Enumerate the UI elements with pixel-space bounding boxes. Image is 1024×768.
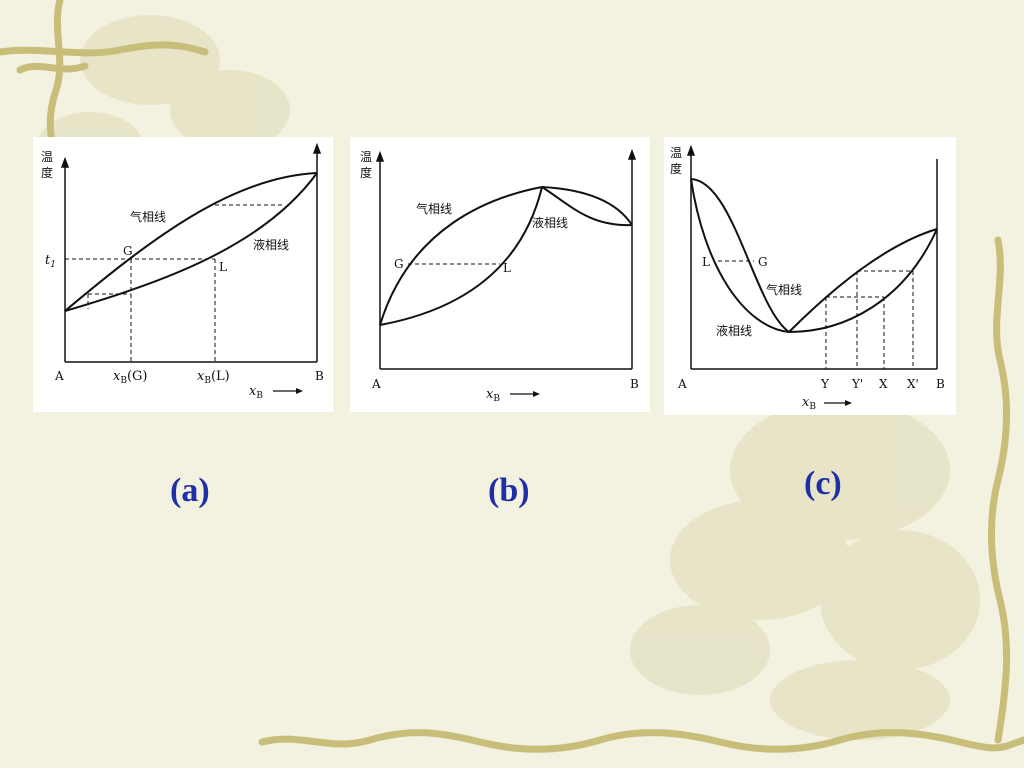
xb-axis-label: xB <box>249 384 263 401</box>
temp-label-2: 度 <box>41 165 53 180</box>
point-l: L <box>219 260 227 274</box>
diagram-b: 温 度 气相线 液相线 G L A B xB <box>360 148 639 404</box>
diagram-a-panel: 温 度 气相线 液相线 G L t1 A B xB(G) xB(L) xB <box>33 137 333 412</box>
diagram-c-panel: 温 度 L G 气相线 液相线 A B Y Y' X X' xB <box>664 137 956 415</box>
end-b: B <box>936 377 945 391</box>
liquid-line-label: 液相线 <box>532 215 568 230</box>
vapor-line-label: 气相线 <box>766 282 802 297</box>
vapor-curve <box>64 172 318 312</box>
caption-c: (c) <box>804 465 842 502</box>
liquid-curve-right <box>788 228 938 333</box>
xb-arrow-icon <box>296 388 303 394</box>
xb-axis-label: xB <box>802 395 816 412</box>
point-g: G <box>758 255 768 269</box>
temp-label-1: 温 <box>360 150 372 164</box>
xbl-label: xB(L) <box>197 369 230 386</box>
end-b: B <box>315 369 324 383</box>
end-a: A <box>54 369 64 383</box>
axis-arrow-right-icon <box>312 142 322 154</box>
xb-arrow-icon <box>533 391 540 397</box>
xb-axis-label: xB <box>486 387 500 404</box>
point-l: L <box>702 255 710 269</box>
vapor-line-label: 气相线 <box>416 201 452 216</box>
diagram-a: 温 度 气相线 液相线 G L t1 A B xB(G) xB(L) xB <box>41 142 324 401</box>
liquid-line-label: 液相线 <box>253 237 289 252</box>
diagram-c: 温 度 L G 气相线 液相线 A B Y Y' X X' xB <box>670 144 945 412</box>
vapor-curve-left <box>379 186 543 326</box>
point-l: L <box>503 261 511 275</box>
vapor-line-label: 气相线 <box>130 209 166 224</box>
temp-label-2: 度 <box>360 165 372 180</box>
end-b: B <box>630 377 639 391</box>
vapor-curve-right <box>788 228 938 333</box>
liquid-line-label: 液相线 <box>716 323 752 338</box>
point-g: G <box>123 244 133 258</box>
end-a: A <box>677 377 687 391</box>
temp-label-1: 温 <box>670 146 682 160</box>
temp-label-1: 温 <box>41 150 53 164</box>
axis-arrow-left-icon <box>375 150 385 162</box>
xbg-label: xB(G) <box>113 369 148 386</box>
temp-label-2: 度 <box>670 161 682 176</box>
axis-arrow-left-icon <box>686 144 696 156</box>
tick-y-prime: Y' <box>851 377 863 391</box>
end-a: A <box>371 377 381 391</box>
point-g: G <box>394 257 404 271</box>
tick-x: X <box>879 377 888 391</box>
liquid-curve-left <box>690 178 790 333</box>
xb-arrow-icon <box>845 400 852 406</box>
caption-a: (a) <box>170 472 210 509</box>
liquid-curve-right <box>541 186 633 227</box>
vapor-curve-right <box>541 186 633 226</box>
liquid-curve-left <box>379 186 543 326</box>
axis-arrow-right-icon <box>627 148 637 160</box>
tick-y: Y <box>820 377 830 391</box>
vapor-curve-left <box>690 178 790 333</box>
tick-x-prime: X' <box>907 377 919 391</box>
t1-label: t1 <box>45 253 56 270</box>
diagram-b-panel: 温 度 气相线 液相线 G L A B xB <box>350 137 650 412</box>
axis-arrow-left-icon <box>60 156 70 168</box>
caption-b: (b) <box>488 472 530 509</box>
